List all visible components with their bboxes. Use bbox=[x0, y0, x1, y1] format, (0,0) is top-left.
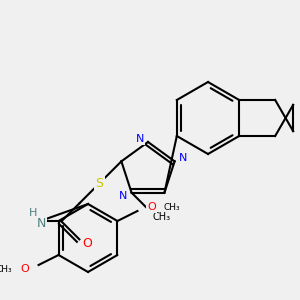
Text: N: N bbox=[119, 191, 128, 201]
Text: H: H bbox=[29, 208, 38, 218]
Text: O: O bbox=[20, 264, 29, 274]
Text: O: O bbox=[82, 237, 92, 250]
Text: CH₃: CH₃ bbox=[152, 212, 171, 222]
Text: CH₃: CH₃ bbox=[164, 202, 180, 211]
Text: O: O bbox=[147, 202, 156, 212]
Text: N: N bbox=[136, 134, 144, 144]
Text: N: N bbox=[178, 153, 187, 163]
Text: CH₃: CH₃ bbox=[0, 265, 13, 274]
Text: N: N bbox=[37, 217, 46, 230]
Text: S: S bbox=[95, 177, 104, 190]
